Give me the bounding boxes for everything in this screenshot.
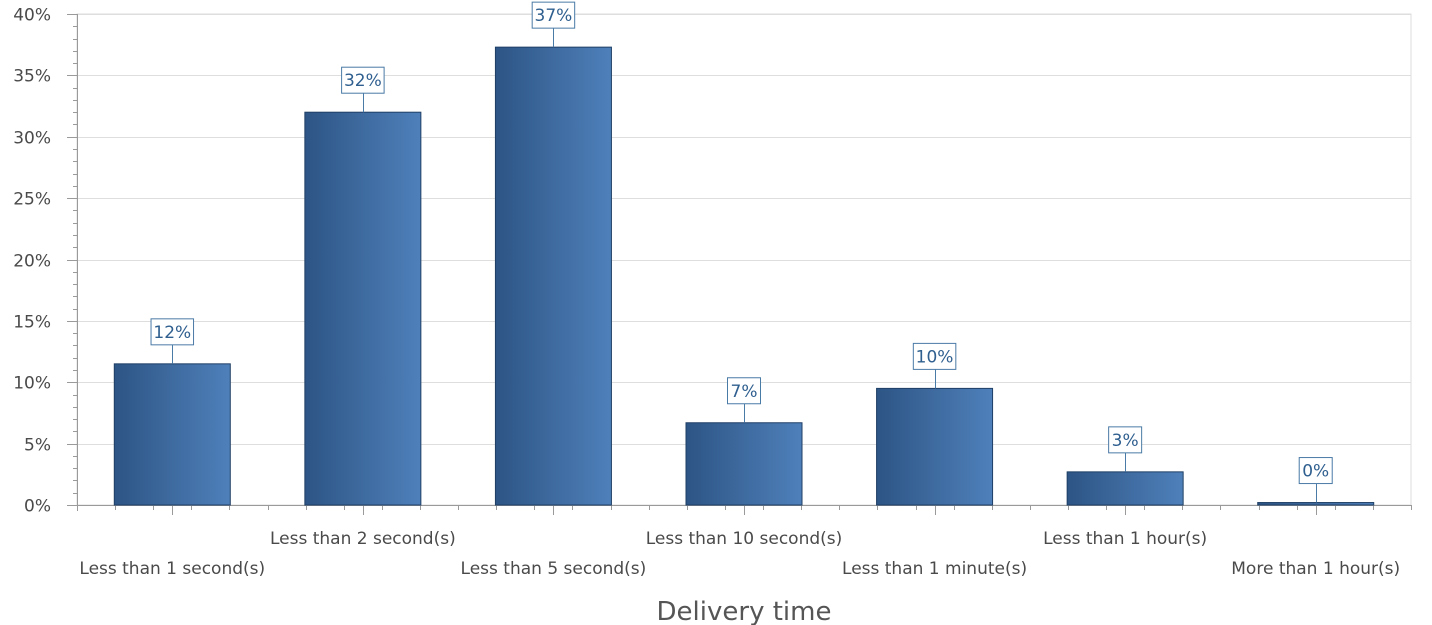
bar [876, 387, 994, 506]
data-label: 3% [1112, 431, 1139, 451]
data-label: 37% [535, 6, 573, 26]
y-tick-label: 35% [13, 67, 51, 87]
data-label-box [341, 66, 385, 94]
y-tick-label: 10% [13, 374, 51, 394]
x-tick-label: Less than 1 hour(s) [1043, 529, 1207, 549]
y-tick-label: 40% [13, 6, 51, 26]
data-label: 10% [916, 347, 954, 367]
bars [113, 46, 1375, 506]
bar [494, 46, 612, 506]
x-axis-title: Delivery time [657, 597, 832, 625]
data-label: 7% [731, 382, 758, 402]
y-tick-label: 25% [13, 190, 51, 210]
x-tick-label: Less than 2 second(s) [270, 529, 456, 549]
bar [1257, 502, 1375, 506]
data-labels: 12% 32% 37% 7% 10% 3% 0% [150, 1, 1333, 503]
x-tick-label: More than 1 hour(s) [1231, 559, 1400, 579]
y-tick-label: 5% [24, 436, 51, 456]
y-tick-label: 30% [13, 129, 51, 149]
y-tick-label: 20% [13, 252, 51, 272]
data-label-box [912, 342, 957, 370]
data-label: 12% [153, 323, 191, 343]
x-tick-label: Less than 10 second(s) [646, 529, 843, 549]
tick-labels: 0% 5% 10% 15% 20% 25% 30% 35% 40% Less than 1 sec… [13, 6, 1400, 580]
x-tick-label: Less than 1 second(s) [79, 559, 265, 579]
bar [1066, 471, 1184, 506]
bar [304, 111, 422, 506]
bar [685, 422, 803, 506]
y-tick-label: 0% [24, 497, 51, 517]
data-label-box [1298, 457, 1333, 485]
x-tick-label: Less than 5 second(s) [461, 559, 647, 579]
data-label: 0% [1302, 462, 1329, 482]
data-label-box [150, 318, 195, 346]
x-tick-label: Less than 1 minute(s) [842, 559, 1027, 579]
y-tick-label: 15% [13, 313, 51, 333]
data-label-box [531, 1, 576, 29]
data-label-box [727, 377, 761, 405]
data-label-box [1108, 426, 1143, 454]
bar [113, 363, 231, 506]
data-label: 32% [344, 71, 382, 91]
